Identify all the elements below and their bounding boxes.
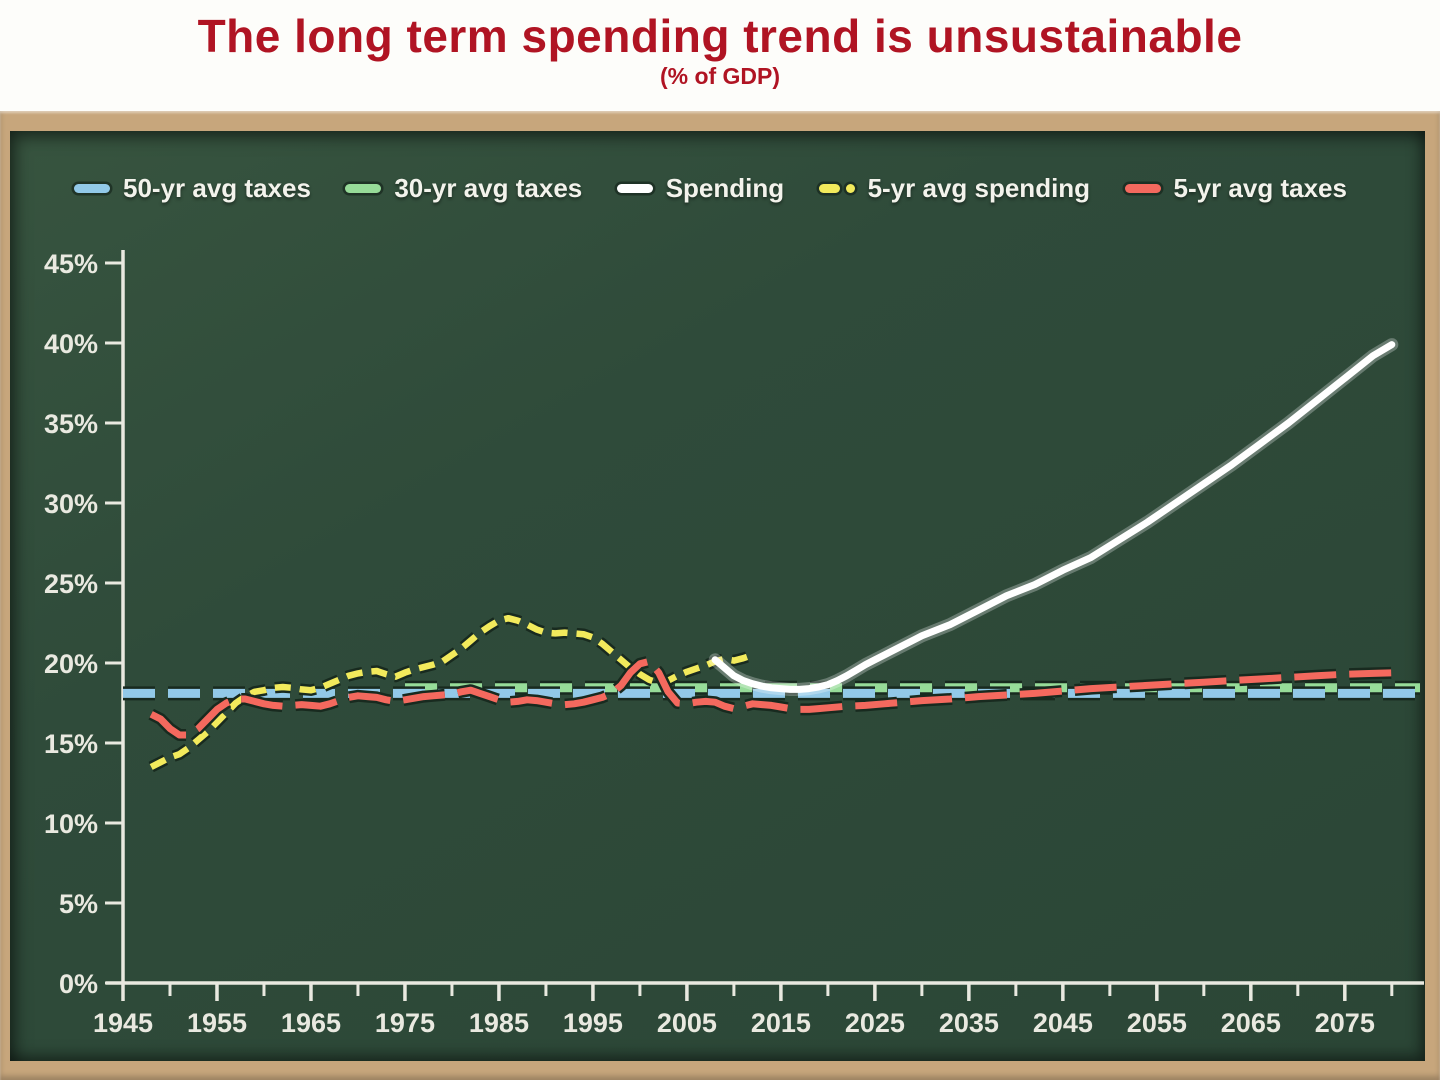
legend-label-50yr-avg-taxes: 50-yr avg taxes [123,173,311,203]
chart-legend: 50-yr avg taxes 30-yr avg taxes Spending… [10,173,1425,204]
page-subtitle: (% of GDP) [659,62,781,89]
legend-item-30yr-avg-taxes: 30-yr avg taxes [345,173,582,204]
legend-item-50yr-avg-taxes: 50-yr avg taxes [74,173,311,204]
legend-swatch-5yr-avg-spending-icon [818,184,855,193]
legend-item-5yr-avg-spending: 5-yr avg spending [818,173,1091,204]
legend-swatch-30yr-avg-taxes-icon [345,184,382,193]
legend-swatch-5yr-avg-taxes-icon [1124,184,1161,193]
legend-swatch-spending-icon [616,184,653,193]
legend-label-spending: Spending [665,173,785,203]
legend-label-5yr-avg-taxes: 5-yr avg taxes [1173,173,1347,203]
legend-swatch-50yr-avg-taxes-icon [74,184,110,193]
legend-label-5yr-avg-spending: 5-yr avg spending [867,173,1091,203]
legend-item-5yr-avg-taxes: 5-yr avg taxes [1124,173,1347,204]
title-block: The long term spending trend is unsustai… [0,10,1440,90]
page-title: The long term spending trend is unsustai… [197,10,1243,62]
chalkboard: 50-yr avg taxes 30-yr avg taxes Spending… [10,131,1425,1061]
chalkboard-frame: 50-yr avg taxes 30-yr avg taxes Spending… [0,111,1440,1080]
legend-item-spending: Spending [616,173,785,204]
legend-label-30yr-avg-taxes: 30-yr avg taxes [394,173,583,203]
